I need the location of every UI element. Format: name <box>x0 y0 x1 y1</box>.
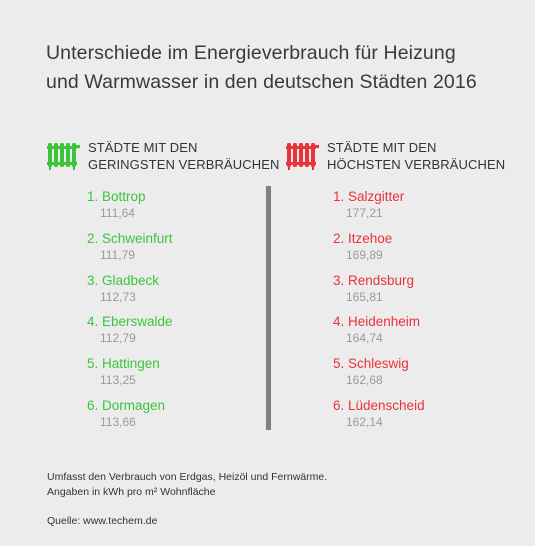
list-item: 4. Eberswalde 112,79 <box>87 313 173 355</box>
footnote-line-1: Umfasst den Verbrauch von Erdgas, Heizöl… <box>47 471 328 483</box>
low-heading-line-2: GERINGSTEN VERBRÄUCHEN <box>88 157 280 172</box>
list-item: 4. Heidenheim 164,74 <box>333 313 425 355</box>
low-consumption-list: 1. Bottrop 111,64 2. Schweinfurt 111,79 … <box>87 188 173 439</box>
list-item: 2. Schweinfurt 111,79 <box>87 230 173 272</box>
title-line-2: und Warmwasser in den deutschen Städten … <box>46 71 477 93</box>
high-heading-line-1: STÄDTE MIT DEN <box>327 140 437 155</box>
high-consumption-heading: STÄDTE MIT DEN HÖCHSTEN VERBRÄUCHEN <box>286 139 505 173</box>
city-name: 1. Salzgitter <box>333 189 405 204</box>
city-name: 3. Rendsburg <box>333 272 415 288</box>
footnote: Umfasst den Verbrauch von Erdgas, Heizöl… <box>47 470 327 500</box>
city-value: 162,14 <box>346 414 383 429</box>
list-item: 6. Dormagen 113,66 <box>87 397 173 439</box>
city-name: 1. Bottrop <box>87 189 146 204</box>
city-value: 113,66 <box>100 414 136 429</box>
list-item: 2. Itzehoe 169,89 <box>333 230 425 272</box>
city-name: 5. Hattingen <box>87 356 160 372</box>
city-name: 4. Heidenheim <box>333 314 421 330</box>
city-name: 4. Eberswalde <box>87 314 173 330</box>
column-divider <box>266 186 271 430</box>
city-value: 112,73 <box>100 289 136 304</box>
list-item: 5. Schleswig 162,68 <box>333 355 425 397</box>
city-name: 6. Lüdenscheid <box>333 397 425 413</box>
list-item: 3. Rendsburg 165,81 <box>333 272 425 314</box>
list-item: 3. Gladbeck 112,73 <box>87 272 173 314</box>
low-heading-line-1: STÄDTE MIT DEN <box>88 140 198 155</box>
radiator-icon <box>47 143 80 170</box>
city-value: 162,68 <box>346 373 383 388</box>
city-value: 112,79 <box>100 331 136 346</box>
city-value: 111,79 <box>100 247 135 262</box>
city-value: 113,25 <box>100 373 136 388</box>
city-name: 6. Dormagen <box>87 397 166 413</box>
page-title: Unterschiede im Energieverbrauch für Hei… <box>46 39 516 97</box>
city-name: 2. Schweinfurt <box>87 230 173 246</box>
city-name: 5. Schleswig <box>333 356 409 372</box>
radiator-icon <box>286 143 319 170</box>
city-value: 165,81 <box>346 289 383 304</box>
list-item: 5. Hattingen 113,25 <box>87 355 173 397</box>
city-value: 177,21 <box>346 206 383 220</box>
high-consumption-list: 1. Salzgitter 177,21 2. Itzehoe 169,89 3… <box>333 188 425 439</box>
list-item: 1. Salzgitter 177,21 <box>333 188 425 230</box>
city-value: 111,64 <box>100 206 135 220</box>
list-item: 1. Bottrop 111,64 <box>87 188 173 230</box>
footnote-line-2: Angaben in kWh pro m² Wohnfläche <box>47 486 216 498</box>
low-consumption-heading: STÄDTE MIT DEN GERINGSTEN VERBRÄUCHEN <box>47 139 279 173</box>
high-heading-line-2: HÖCHSTEN VERBRÄUCHEN <box>327 157 506 172</box>
city-value: 164,74 <box>346 331 383 346</box>
title-line-1: Unterschiede im Energieverbrauch für Hei… <box>46 42 456 64</box>
city-value: 169,89 <box>346 247 383 262</box>
list-item: 6. Lüdenscheid 162,14 <box>333 397 425 439</box>
city-name: 2. Itzehoe <box>333 230 393 246</box>
source-credit: Quelle: www.techem.de <box>47 515 158 527</box>
city-name: 3. Gladbeck <box>87 272 160 288</box>
